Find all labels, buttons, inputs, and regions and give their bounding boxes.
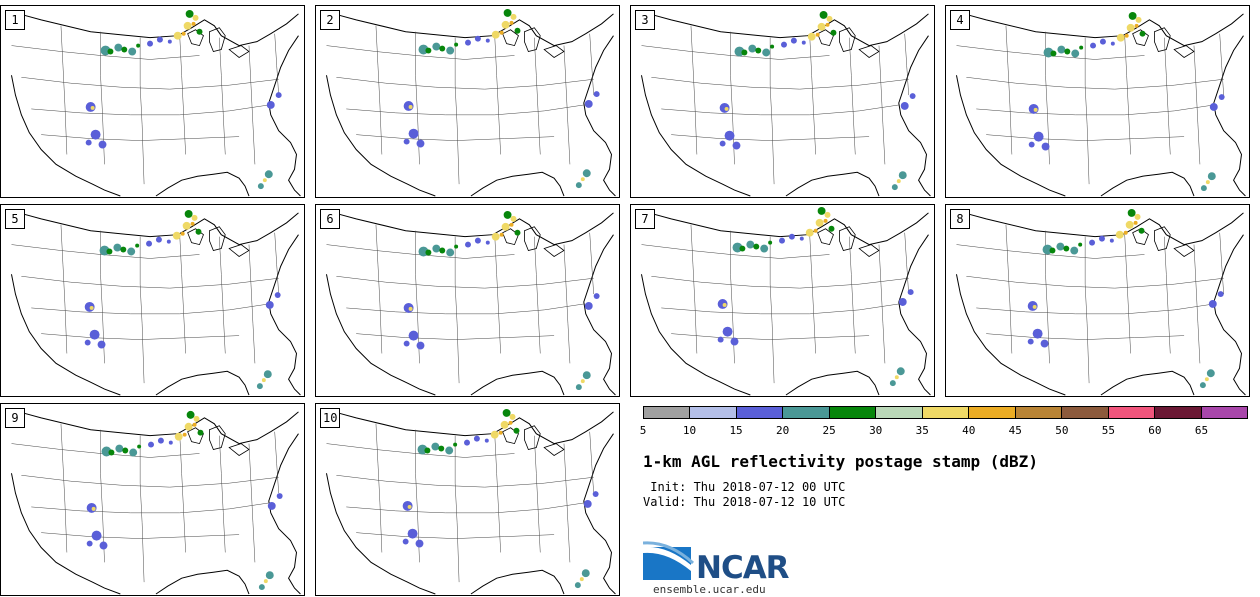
- map-panel-6: 6: [315, 204, 620, 397]
- map-graphic: [325, 8, 616, 197]
- map-graphic: [10, 410, 301, 595]
- colorbar-tick-labels: 5 10 15 20 25 30 35 40 45 50 55 60 65: [639, 424, 1248, 438]
- map-panel-4: 4: [945, 5, 1250, 198]
- panel-label: 5: [5, 209, 25, 229]
- map-graphic: [10, 9, 301, 197]
- colorbar-segment-9: [1062, 407, 1109, 418]
- map-graphic: [955, 11, 1246, 197]
- map-panel-8: 8: [945, 204, 1250, 397]
- panel-label: 8: [950, 209, 970, 229]
- ncar-logo-icon: [643, 541, 695, 580]
- panel-label: 7: [635, 209, 655, 229]
- colorbar-segment-0: [644, 407, 691, 418]
- panel-label: 3: [635, 10, 655, 30]
- map-panel-1: 1: [0, 5, 305, 198]
- colorbar-tick-label: 20: [775, 424, 790, 437]
- site-url: ensemble.ucar.edu: [653, 583, 766, 596]
- colorbar-tick-label: 35: [915, 424, 929, 437]
- map-panel-7: 7: [630, 204, 935, 397]
- map-panel-2: 2: [315, 5, 620, 198]
- map-graphic: [640, 10, 931, 197]
- init-time: Init: Thu 2018-07-12 00 UTC: [643, 480, 846, 494]
- colorbar-tick-label: 65: [1194, 424, 1209, 437]
- colorbar-tick-label: 55: [1101, 424, 1115, 437]
- map-panel-9: 9: [0, 403, 305, 596]
- colorbar-tick-label: 40: [962, 424, 976, 437]
- colorbar-segment-10: [1108, 407, 1156, 418]
- valid-time: Valid: Thu 2018-07-12 10 UTC: [643, 495, 846, 509]
- colorbar-tick-label: 45: [1008, 424, 1022, 437]
- panel-label: 2: [320, 10, 340, 30]
- map-panel-5: 5: [0, 204, 305, 397]
- panel-label: 4: [950, 10, 970, 30]
- panel-label: 10: [320, 408, 341, 428]
- colorbar-segment-7: [969, 407, 1016, 418]
- panel-label: 1: [5, 10, 25, 30]
- colorbar-segment-11: [1155, 407, 1202, 418]
- ncar-logo-text: NCAR: [696, 550, 790, 586]
- map-graphic: [640, 206, 931, 396]
- colorbar-tick-label: 5: [639, 424, 647, 437]
- colorbar-tick-label: 60: [1148, 424, 1162, 437]
- colorbar-segment-1: [690, 407, 737, 418]
- colorbar-segment-3: [783, 407, 830, 418]
- map-graphic: [10, 209, 301, 396]
- figure-title: 1-km AGL reflectivity postage stamp (dBZ…: [643, 452, 1038, 471]
- map-graphic: [325, 210, 616, 396]
- colorbar-segment-8: [1015, 407, 1063, 418]
- colorbar-tick-label: 30: [869, 424, 883, 437]
- colorbar-segment-6: [922, 407, 970, 418]
- panel-label: 6: [320, 209, 340, 229]
- colorbar-tick-label: 50: [1055, 424, 1069, 437]
- colorbar-tick-label: 15: [729, 424, 743, 437]
- colorbar-tick-label: 10: [682, 424, 697, 437]
- map-panel-10: 10: [315, 403, 620, 596]
- map-panel-3: 3: [630, 5, 935, 198]
- map-graphic: [955, 208, 1246, 396]
- panel-label: 9: [5, 408, 25, 428]
- colorbar-segment-12: [1201, 407, 1248, 418]
- colorbar-segment-5: [876, 407, 923, 418]
- colorbar-tick-label: 25: [822, 424, 836, 437]
- colorbar-segment-4: [829, 407, 877, 418]
- reflectivity-colorbar: [643, 406, 1248, 419]
- colorbar-segment-2: [736, 407, 784, 418]
- map-graphic: [325, 408, 616, 595]
